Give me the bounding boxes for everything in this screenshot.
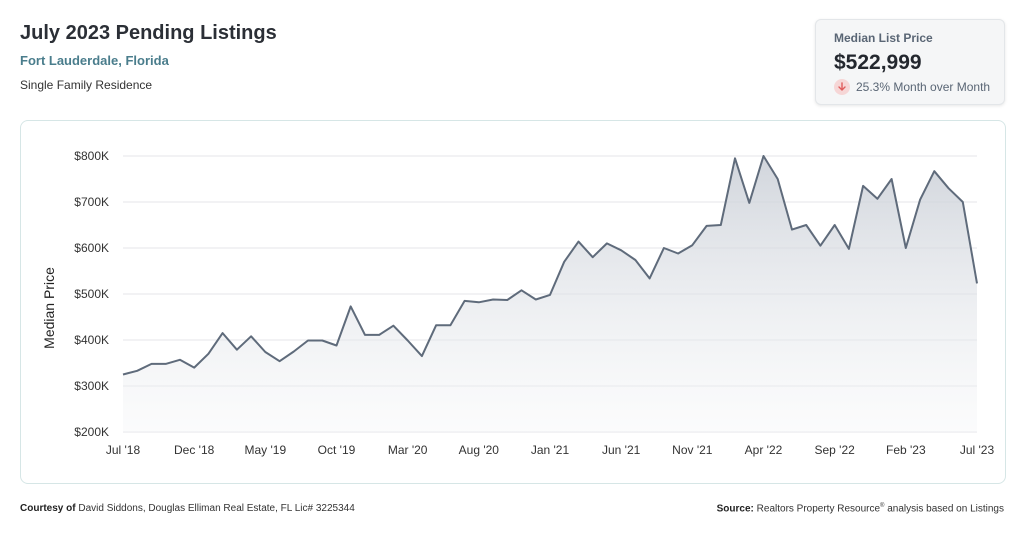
chart-card: $200K $300K $400K $500K $600K $700K $800K Jul … bbox=[20, 120, 1006, 484]
x-tick-label: Jun '21 bbox=[602, 443, 641, 457]
x-tick-label: Jul '23 bbox=[960, 443, 995, 457]
x-tick-label: Feb '23 bbox=[886, 443, 926, 457]
x-tick-label: Apr '22 bbox=[745, 443, 783, 457]
location-link[interactable]: Fort Lauderdale, Florida bbox=[20, 53, 169, 68]
x-tick-label: Mar '20 bbox=[388, 443, 428, 457]
arrow-down-icon bbox=[834, 79, 850, 95]
stat-change: 25.3% Month over Month bbox=[834, 79, 990, 95]
y-tick-label: $200K bbox=[74, 425, 109, 439]
x-tick-label: Sep '22 bbox=[815, 443, 856, 457]
stat-label: Median List Price bbox=[834, 31, 933, 45]
stat-change-text: 25.3% Month over Month bbox=[856, 80, 991, 94]
x-tick-label: Jan '21 bbox=[531, 443, 570, 457]
x-tick-label: Oct '19 bbox=[318, 443, 356, 457]
y-tick-label: $500K bbox=[74, 287, 109, 301]
price-chart: $200K $300K $400K $500K $600K $700K $800K Jul … bbox=[41, 149, 995, 457]
x-tick-label: Dec '18 bbox=[174, 443, 215, 457]
area-fill bbox=[123, 156, 977, 432]
y-tick-label: $700K bbox=[74, 195, 109, 209]
source-text: Realtors Property Resource bbox=[756, 503, 881, 515]
x-tick-label: Nov '21 bbox=[672, 443, 713, 457]
y-tick-label: $600K bbox=[74, 241, 109, 255]
series-line bbox=[122, 155, 978, 376]
y-tick-label: $800K bbox=[74, 149, 109, 163]
registered-mark: ® bbox=[880, 503, 885, 509]
footer-courtesy: Courtesy of David Siddons, Douglas Ellim… bbox=[20, 503, 355, 514]
page-title: July 2023 Pending Listings bbox=[20, 22, 277, 44]
source-text-2: analysis based on Listings bbox=[884, 503, 1004, 515]
stat-value: $522,999 bbox=[834, 51, 922, 74]
x-tick-label: May '19 bbox=[245, 443, 287, 457]
x-tick-label: Aug '20 bbox=[459, 443, 500, 457]
source-label: Source: bbox=[716, 503, 754, 515]
courtesy-text: David Siddons, Douglas Elliman Real Esta… bbox=[78, 503, 355, 514]
courtesy-label: Courtesy of bbox=[20, 503, 76, 514]
y-tick-label: $300K bbox=[74, 379, 109, 393]
x-tick-label: Jul '18 bbox=[106, 443, 141, 457]
footer-source: Source: Realtors Property Resource® anal… bbox=[717, 503, 1004, 514]
y-axis-label: Median Price bbox=[41, 267, 57, 349]
property-type-label: Single Family Residence bbox=[20, 78, 153, 92]
median-price-card: Median List Price $522,999 25.3% Month o… bbox=[815, 19, 1005, 105]
y-tick-label: $400K bbox=[74, 333, 109, 347]
